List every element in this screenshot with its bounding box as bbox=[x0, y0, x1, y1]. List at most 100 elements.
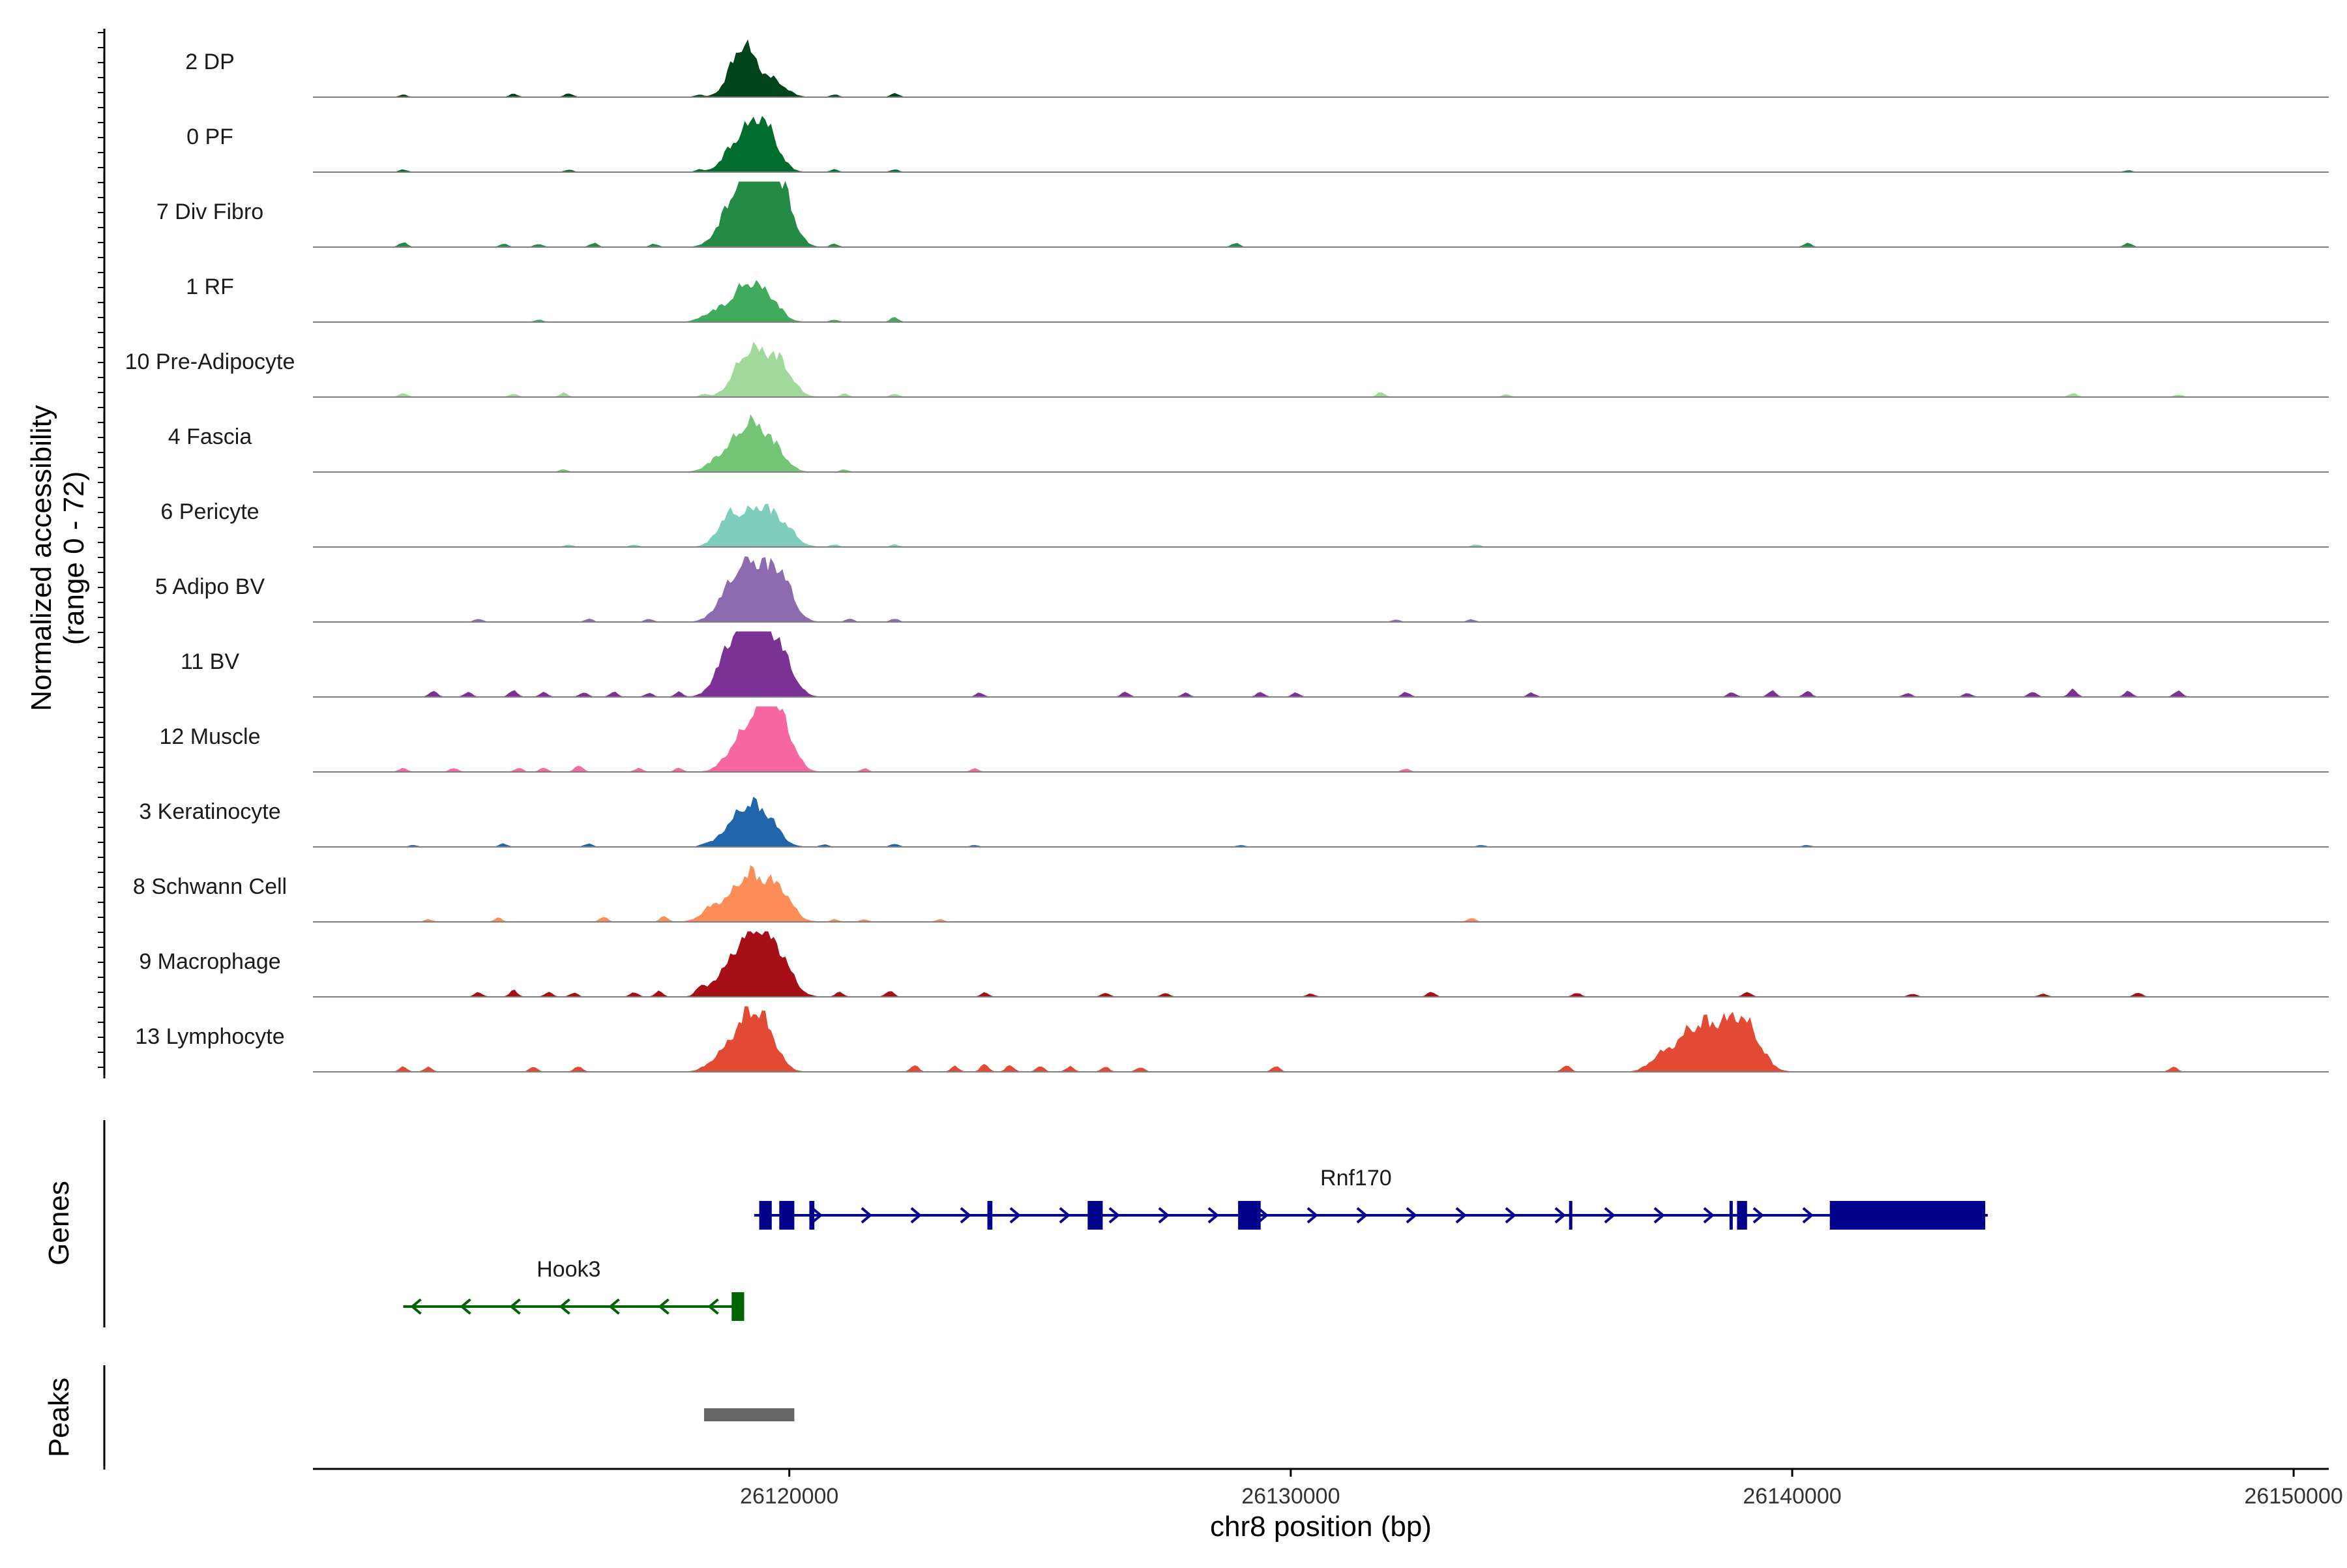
gene-exon bbox=[731, 1292, 745, 1321]
strand-arrow bbox=[1257, 1207, 1269, 1224]
strand-arrow bbox=[707, 1298, 719, 1315]
gene-exon bbox=[1829, 1201, 1986, 1230]
track-label: 3 Keratinocyte bbox=[139, 799, 280, 824]
strand-arrow bbox=[1604, 1207, 1616, 1224]
coverage-track: 11 BV bbox=[181, 631, 2329, 698]
gene-models: Rnf170 Hook3 bbox=[403, 1166, 1988, 1321]
coverage-track: 5 Adipo BV bbox=[155, 556, 2329, 623]
coverage-track: 3 Keratinocyte bbox=[139, 796, 2329, 848]
track-label: 7 Div Fibro bbox=[156, 200, 263, 224]
coverage-track: 8 Schwann Cell bbox=[133, 865, 2329, 923]
x-axis: 26120000 26130000 26140000 26150000 bbox=[313, 1468, 2343, 1509]
genes-panel-title: Genes bbox=[43, 1181, 75, 1265]
strand-arrow bbox=[1802, 1207, 1814, 1224]
gene-exon bbox=[1737, 1201, 1747, 1230]
coverage-track: 0 PF bbox=[186, 115, 2329, 173]
track-label: 8 Schwann Cell bbox=[133, 874, 287, 899]
strand-arrow bbox=[960, 1207, 971, 1224]
strand-arrow bbox=[1406, 1207, 1417, 1224]
strand-arrow bbox=[861, 1207, 872, 1224]
coverage-area bbox=[313, 414, 2329, 473]
coverage-tracks: 2 DP 0 PF 7 Div Fibro 1 RF 10 Pre-Adipocyte 4… bbox=[125, 39, 2329, 1072]
coverage-area bbox=[313, 706, 2329, 773]
peak-regions bbox=[703, 1408, 795, 1421]
strand-arrow bbox=[811, 1207, 823, 1224]
y-axis-title-range: (range 0 - 72) bbox=[58, 471, 90, 645]
track-label: 12 Muscle bbox=[160, 724, 261, 749]
strand-arrow bbox=[658, 1298, 670, 1315]
coverage-area bbox=[313, 865, 2329, 923]
track-label: 10 Pre-Adipocyte bbox=[125, 349, 295, 374]
coverage-area bbox=[313, 931, 2329, 998]
x-tick-label: 26120000 bbox=[740, 1484, 838, 1509]
strand-arrow bbox=[1455, 1207, 1467, 1224]
coverage-area bbox=[313, 1006, 2329, 1072]
genes-panel: Genes Rnf170 Hook3 bbox=[43, 1120, 1988, 1327]
coverage-area bbox=[313, 39, 2329, 98]
strand-arrow bbox=[1703, 1207, 1715, 1224]
gene-label: Rnf170 bbox=[1320, 1166, 1392, 1191]
strand-arrow bbox=[910, 1207, 922, 1224]
track-label: 13 Lymphocyte bbox=[135, 1024, 284, 1049]
gene-label: Hook3 bbox=[537, 1257, 600, 1282]
coverage-track: 10 Pre-Adipocyte bbox=[125, 342, 2329, 398]
track-label: 6 Pericyte bbox=[160, 499, 259, 524]
coverage-area bbox=[313, 115, 2329, 173]
peak-region bbox=[703, 1408, 795, 1421]
strand-arrow bbox=[559, 1298, 570, 1315]
gene-exon bbox=[1087, 1201, 1103, 1230]
coverage-track: 13 Lymphocyte bbox=[135, 1006, 2329, 1072]
coverage-track: 6 Pericyte bbox=[160, 499, 2329, 548]
strand-arrow bbox=[608, 1298, 620, 1315]
coverage-area bbox=[313, 631, 2329, 698]
x-tick-label: 26130000 bbox=[1241, 1484, 1340, 1509]
strand-arrow bbox=[1158, 1207, 1170, 1224]
track-label: 4 Fascia bbox=[168, 424, 252, 449]
coverage-track: 9 Macrophage bbox=[139, 931, 2329, 998]
gene-exon bbox=[809, 1201, 815, 1230]
strand-arrow bbox=[1505, 1207, 1516, 1224]
strand-arrow bbox=[509, 1298, 521, 1315]
track-label: 5 Adipo BV bbox=[155, 574, 265, 599]
strand-arrow bbox=[1059, 1207, 1070, 1224]
track-label: 2 DP bbox=[185, 50, 235, 74]
coverage-area bbox=[313, 181, 2329, 248]
coverage-track: 4 Fascia bbox=[168, 414, 2329, 473]
strand-arrow bbox=[1653, 1207, 1665, 1224]
coverage-area bbox=[313, 342, 2329, 398]
coverage-area bbox=[313, 280, 2329, 323]
peaks-panel: Peaks bbox=[43, 1365, 795, 1470]
gene-exon bbox=[987, 1201, 993, 1230]
strand-arrow bbox=[1009, 1207, 1021, 1224]
coverage-area bbox=[313, 796, 2329, 848]
gene-exon bbox=[779, 1201, 795, 1230]
coverage-area bbox=[313, 556, 2329, 623]
x-axis-title: chr8 position (bp) bbox=[1210, 1511, 1432, 1543]
gene-exon bbox=[1729, 1201, 1733, 1230]
track-label: 11 BV bbox=[181, 649, 239, 674]
peaks-panel-title: Peaks bbox=[43, 1378, 75, 1457]
gene-model-hook3: Hook3 bbox=[403, 1257, 745, 1321]
track-label: 9 Macrophage bbox=[139, 949, 280, 974]
strand-arrow bbox=[410, 1298, 422, 1315]
coverage-track: 12 Muscle bbox=[160, 706, 2329, 773]
gene-exon bbox=[1238, 1201, 1261, 1230]
track-label: 0 PF bbox=[186, 125, 233, 149]
y-axis-title-main: Normalized accessibility bbox=[25, 405, 57, 711]
strand-arrow bbox=[1207, 1207, 1219, 1224]
x-tick-label: 26140000 bbox=[1743, 1484, 1841, 1509]
strand-arrow bbox=[460, 1298, 471, 1315]
coverage-area bbox=[313, 503, 2329, 548]
coverage-track: 2 DP bbox=[185, 39, 2329, 98]
y-axis bbox=[98, 29, 106, 1078]
strand-arrow bbox=[1554, 1207, 1566, 1224]
strand-arrow bbox=[1752, 1207, 1764, 1224]
gene-exon bbox=[759, 1201, 772, 1230]
coverage-track: 7 Div Fibro bbox=[156, 181, 2329, 248]
strand-arrow bbox=[1356, 1207, 1368, 1224]
gene-exon bbox=[1569, 1201, 1572, 1230]
strand-arrow bbox=[1108, 1207, 1120, 1224]
x-tick-label: 26150000 bbox=[2245, 1484, 2343, 1509]
